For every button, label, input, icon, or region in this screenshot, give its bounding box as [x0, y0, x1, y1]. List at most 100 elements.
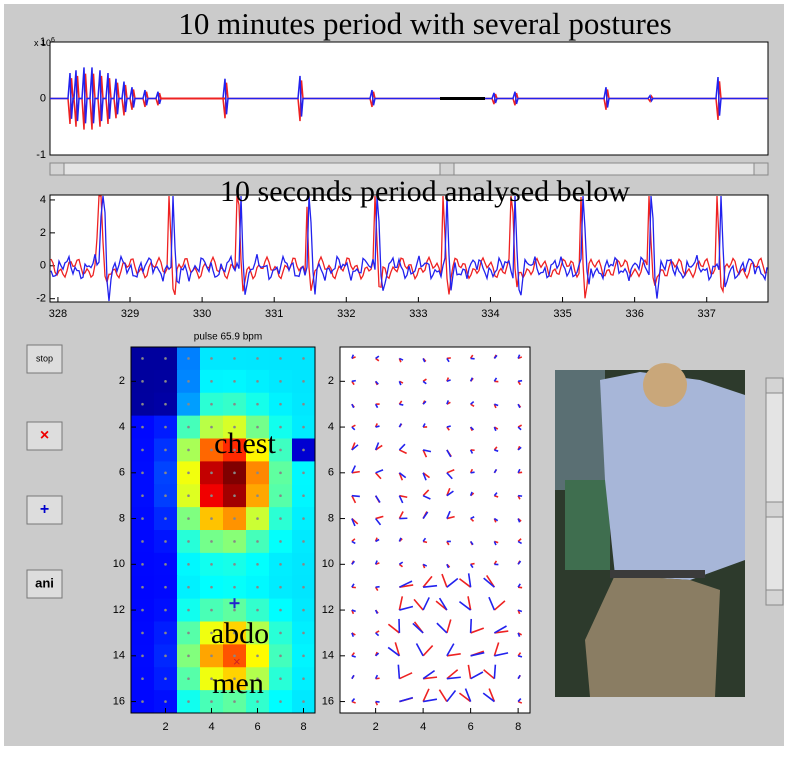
sensor-dot	[210, 403, 213, 406]
y-tick-label: 2	[328, 375, 334, 387]
x-tick-label: 336	[625, 308, 643, 320]
sensor-dot	[279, 586, 282, 589]
sensor-dot	[164, 540, 167, 543]
sensor-dot	[164, 677, 167, 680]
quiver-arrow	[494, 665, 495, 679]
scroll-thumb[interactable]	[766, 502, 783, 517]
vertical-scrollbar[interactable]	[766, 378, 783, 605]
sensor-dot	[279, 700, 282, 703]
sensor-dot	[302, 655, 305, 658]
sensor-dot	[187, 494, 190, 497]
y-tick-label: 4	[119, 421, 125, 433]
sensor-dot	[233, 586, 236, 589]
button-label: stop	[36, 353, 53, 363]
x-tick-label: 328	[49, 308, 67, 320]
sensor-dot	[141, 655, 144, 658]
sensor-dot	[210, 426, 213, 429]
sensor-dot	[279, 655, 282, 658]
x-tick-label: 330	[193, 308, 211, 320]
y-tick-label: 4	[40, 194, 46, 206]
sensor-dot	[164, 449, 167, 452]
sensor-dot	[210, 700, 213, 703]
x-tick-label: 334	[481, 308, 499, 320]
sensor-dot	[164, 632, 167, 635]
annotation: men	[212, 667, 264, 700]
sensor-dot	[141, 449, 144, 452]
sensor-dot	[279, 357, 282, 360]
x-tick-label: 332	[337, 308, 355, 320]
y-tick-label: 6	[119, 467, 125, 479]
sensor-dot	[233, 700, 236, 703]
x-tick-label: 337	[698, 308, 716, 320]
sensor-dot	[164, 586, 167, 589]
scroll-up[interactable]	[766, 378, 783, 393]
sensor-dot	[210, 563, 213, 566]
y-tick-label: 8	[119, 512, 125, 524]
sensor-dot	[187, 563, 190, 566]
x-tick-label: 335	[553, 308, 571, 320]
scroll-left[interactable]	[50, 163, 64, 175]
sensor-dot	[279, 449, 282, 452]
y-tick-label: 2	[40, 227, 46, 239]
horizontal-scrollbar[interactable]	[50, 163, 768, 175]
sensor-dot	[233, 609, 236, 612]
quiver-arrow	[376, 702, 380, 703]
quiver-arrow	[352, 496, 360, 497]
sensor-dot	[302, 609, 305, 612]
sensor-dot	[279, 472, 282, 475]
quiver-axes	[340, 347, 530, 713]
sensor-dot	[164, 426, 167, 429]
sensor-dot	[302, 357, 305, 360]
detail-title: 10 seconds period analysed below	[220, 175, 630, 208]
x-tick-label: 329	[121, 308, 139, 320]
sensor-dot	[233, 472, 236, 475]
button-cross[interactable]: ×	[27, 422, 62, 450]
sensor-dot	[141, 472, 144, 475]
sensor-dot	[141, 494, 144, 497]
sensor-dot	[279, 426, 282, 429]
scroll-right[interactable]	[754, 163, 768, 175]
sensor-dot	[256, 403, 259, 406]
sensor-dot	[164, 403, 167, 406]
sensor-dot	[210, 517, 213, 520]
sensor-dot	[256, 655, 259, 658]
quiver-arrow	[447, 426, 451, 427]
x-tick-label: 2	[373, 721, 379, 733]
scroll-down[interactable]	[766, 590, 783, 605]
x-tick-label: 8	[515, 721, 521, 733]
sensor-dot	[187, 700, 190, 703]
y-tick-label: -1	[36, 149, 46, 161]
sensor-dot	[187, 655, 190, 658]
signal-title: 10 minutes period with several postures	[178, 6, 671, 41]
sensor-dot	[256, 586, 259, 589]
sensor-dot	[164, 380, 167, 383]
sensor-dot	[141, 586, 144, 589]
y-tick-label: 14	[113, 650, 125, 662]
sensor-dot	[210, 609, 213, 612]
sensor-dot	[279, 632, 282, 635]
sensor-dot	[233, 380, 236, 383]
sensor-dot	[302, 426, 305, 429]
quiver-arrow	[471, 472, 475, 473]
y-tick-label: 4	[328, 421, 334, 433]
sensor-dot	[233, 517, 236, 520]
button-stop[interactable]: stop	[27, 345, 62, 373]
y-tick-label: 14	[322, 650, 334, 662]
sensor-dot	[302, 677, 305, 680]
x-tick-label: 2	[162, 721, 168, 733]
scroll-thumb[interactable]	[440, 163, 454, 175]
sensor-dot	[141, 380, 144, 383]
sensor-dot	[279, 380, 282, 383]
y-tick-label: 1	[40, 36, 46, 48]
sensor-dot	[210, 472, 213, 475]
button-ani[interactable]: ani	[27, 570, 62, 598]
sensor-dot	[233, 563, 236, 566]
quiver-arrow	[518, 381, 522, 382]
sensor-dot	[164, 700, 167, 703]
x-tick-label: 4	[208, 721, 214, 733]
sensor-dot	[210, 655, 213, 658]
x-tick-label: 4	[420, 721, 426, 733]
button-plus[interactable]: +	[27, 496, 62, 524]
exponent-power: 6	[51, 37, 55, 44]
